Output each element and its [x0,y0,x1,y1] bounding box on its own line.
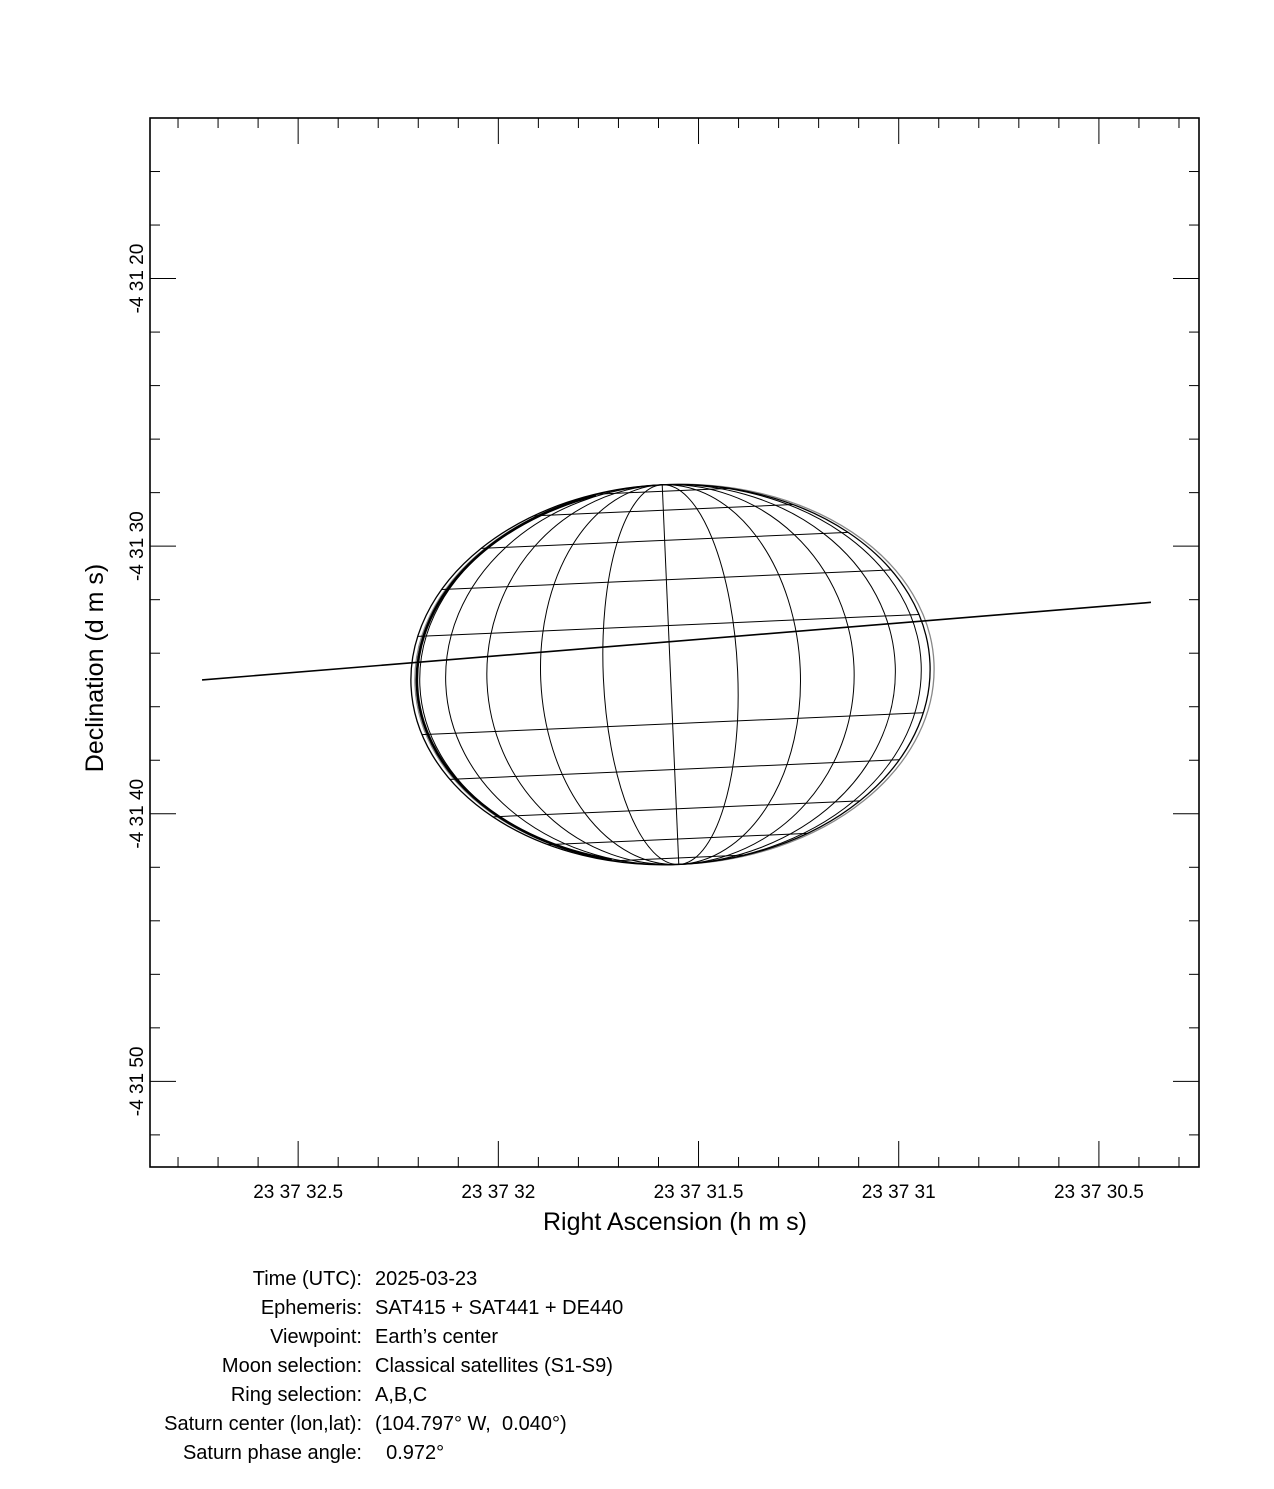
info-row: Saturn phase angle: 0.972° [0,1439,1274,1468]
y-tick-label: -4 31 20 [127,244,148,314]
info-key: Time (UTC): [252,1268,362,1290]
y-tick-label: -4 31 30 [127,511,148,581]
info-value: 2025-03-23 [375,1268,478,1290]
x-tick-label: 23 37 32 [461,1182,535,1203]
x-tick-label: 23 37 31.5 [654,1182,744,1203]
saturn-parallel [595,487,730,495]
saturn-meridian [662,484,739,865]
info-row: Moon selection: Classical satellites (S1-… [0,1352,1274,1381]
observation-info: Time (UTC): 2025-03-23 Ephemeris: SAT415 + … [0,1265,1274,1468]
y-tick-label: -4 31 40 [127,779,148,849]
x-tick-label: 23 37 30.5 [1054,1182,1144,1203]
info-row: Viewpoint: Earth’s center [0,1323,1274,1352]
info-key: Saturn center (lon,lat): [164,1413,362,1435]
saturn-meridian [486,484,679,866]
info-value: 0.972° [375,1442,445,1464]
x-axis-title: Right Ascension (h m s) [543,1208,807,1236]
saturn-parallel [417,614,920,637]
saturn-meridian [539,484,679,865]
info-value: Classical satellites (S1-S9) [375,1355,613,1377]
info-row: Time (UTC): 2025-03-23 [0,1265,1274,1294]
info-key: Ephemeris: [260,1297,362,1319]
info-value: SAT415 + SAT441 + DE440 [375,1297,624,1319]
y-tick-label: -4 31 50 [127,1047,148,1117]
saturn-meridian [602,484,679,865]
info-row: Ring selection: A,B,C [0,1381,1274,1410]
saturn-meridian [445,484,679,866]
info-row: Ephemeris: SAT415 + SAT441 + DE440 [0,1294,1274,1323]
info-value: (104.797° W, 0.040°) [375,1413,567,1435]
saturn-parallel [533,504,794,517]
info-value: Earth’s center [375,1326,499,1348]
saturn-parallel [492,800,860,818]
info-key: Ring selection: [230,1384,362,1406]
saturn-meridian [662,484,801,865]
info-key: Saturn phase angle: [182,1442,362,1464]
saturn-meridian [662,484,855,865]
saturn-meridian [419,484,679,866]
ring-plane-line [201,601,1152,681]
saturn-meridian [661,484,680,865]
saturn-terminator [415,494,613,862]
saturn-meridian [662,484,896,865]
saturn-meridian [662,483,922,865]
x-tick-label: 23 37 32.5 [253,1182,343,1203]
saturn-parallel [547,832,808,846]
saturn-parallel [421,712,924,736]
plot-frame [149,117,1200,1168]
y-axis-title: Declination (d m s) [81,564,109,772]
saturn-globe [410,483,935,866]
saturn-parallel [611,854,746,862]
info-row: Saturn center (lon,lat): (104.797° W, 0.0… [0,1410,1274,1439]
saturn-parallel [441,569,892,591]
info-key: Viewpoint: [270,1326,362,1348]
saturn-viewer-diagram: 23 37 32.5 23 37 32 23 37 31.5 23 37 31 23 3… [81,117,1200,1236]
saturn-parallel [449,759,900,780]
info-key: Moon selection: [221,1355,362,1377]
saturn-parallel [481,531,849,549]
info-value: A,B,C [375,1384,428,1406]
x-tick-label: 23 37 31 [862,1182,936,1203]
